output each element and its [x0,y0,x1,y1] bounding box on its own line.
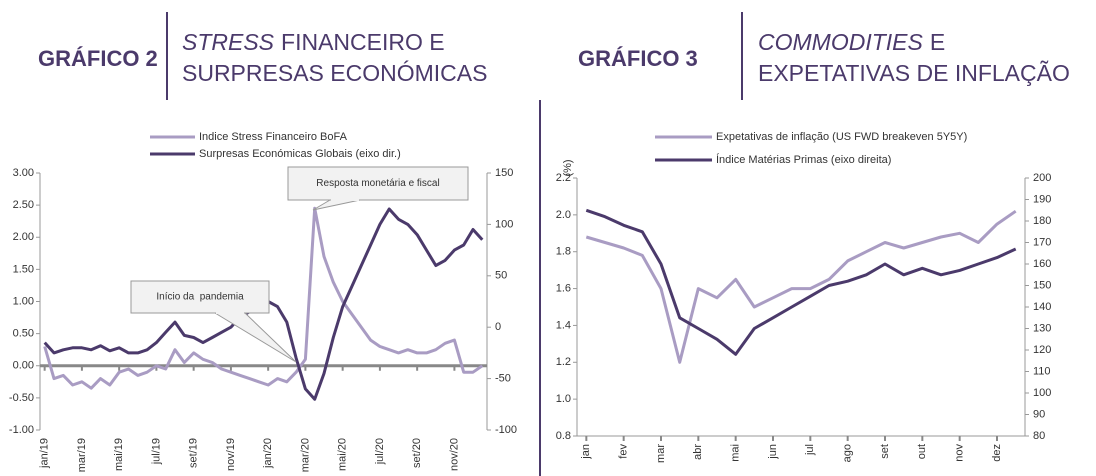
x-tick-label: mai [730,444,742,462]
y2-tick-label: 160 [1033,258,1051,270]
y2-tick-label: -50 [495,373,511,385]
series-line [43,206,484,390]
callout-pointer [213,312,297,363]
series-line [585,208,1017,356]
y-tick-label: 2.50 [13,199,34,211]
title-italic: STRESS [182,29,275,55]
x-tick-label: nov [954,444,966,462]
y2-tick-label: 80 [1033,430,1045,442]
annotation: Início da pandemia [156,292,244,303]
y2-tick-label: 90 [1033,408,1045,420]
x-tick-label: nov/19 [225,438,237,471]
y-tick-label: 1.2 [556,356,571,368]
chart-title: STRESS FINANCEIRO E [182,29,445,55]
legend-label: Expetativas de inflação (US FWD breakeve… [716,131,967,143]
figure-label: GRÁFICO 2 [38,46,158,71]
x-tick-label: jan/19 [39,438,51,469]
x-tick-label: mar/19 [76,438,88,472]
y2-tick-label: 50 [495,270,507,282]
title-italic: COMMODITIES [758,29,923,55]
x-tick-label: dez [991,444,1003,462]
x-tick-label: set/19 [188,438,200,468]
legend-label: Índice Matérias Primas (eixo direita) [716,153,891,166]
chart-title: SURPRESAS ECONÓMICAS [182,60,487,86]
y2-tick-label: -100 [495,424,517,436]
y-tick-label: -0.50 [9,392,34,404]
y2-tick-label: 170 [1033,236,1051,248]
y-tick-label: 2.0 [556,209,571,221]
series-line [585,209,1017,364]
callout-box [287,166,469,201]
y-tick-label: -1.00 [9,424,34,436]
x-tick-label: jan [580,444,592,460]
x-tick-label: fev [618,444,630,459]
y-tick-label: 1.6 [556,282,571,294]
chart-title: COMMODITIES E [758,29,945,55]
x-tick-label: mar [655,444,667,463]
title-line1: E [930,29,945,55]
callout-pointer [312,199,361,211]
x-tick-label: abr [692,444,704,460]
x-tick-label: jun [767,444,779,460]
legend-label: Indice Stress Financeiro BoFA [199,131,348,143]
legend-label: Surpresas Económicas Globais (eixo dir.) [199,148,401,160]
y2-tick-label: 110 [1033,365,1051,377]
x-tick-label: mar/20 [299,438,311,472]
y2-tick-label: 190 [1033,193,1051,205]
x-tick-label: mai/20 [337,438,349,471]
y-tick-label: 0.00 [13,360,34,372]
y-tick-label: 2.00 [13,231,34,243]
title-line1: FINANCEIRO E [281,29,445,55]
x-tick-label: out [916,444,928,459]
y-tick-label: 2.2 [556,172,571,184]
y2-tick-label: 150 [1033,279,1051,291]
y2-tick-label: 150 [495,167,513,179]
callout-box [130,280,270,314]
y-axis-label: (%) [562,159,574,176]
y2-tick-label: 0 [495,321,501,333]
y-tick-label: 1.00 [13,295,34,307]
y-tick-label: 3.00 [13,167,34,179]
x-tick-label: jul/20 [374,438,386,465]
x-tick-label: ago [842,444,854,462]
y-tick-label: 0.50 [13,328,34,340]
x-tick-label: mai/19 [113,438,125,471]
y-tick-label: 0.8 [556,430,571,442]
x-tick-label: nov/20 [448,438,460,471]
annotation: Resposta monetária e fiscal [316,178,439,189]
y-tick-label: 1.8 [556,246,571,258]
figure-label: GRÁFICO 3 [578,46,698,71]
y2-tick-label: 130 [1033,322,1051,334]
y2-tick-label: 100 [495,218,513,230]
y-tick-label: 1.0 [556,393,571,405]
y2-tick-label: 180 [1033,215,1051,227]
x-tick-label: set/20 [411,438,423,468]
y-tick-label: 1.50 [13,263,34,275]
x-tick-label: set [879,444,891,459]
x-tick-label: jul/19 [150,438,162,465]
x-tick-label: jan/20 [262,438,274,469]
chart-title: EXPETATIVAS DE INFLAÇÃO [758,60,1070,86]
x-tick-label: jul [804,444,816,456]
y2-tick-label: 140 [1033,301,1051,313]
y-tick-label: 1.4 [556,319,571,331]
y2-tick-label: 120 [1033,344,1051,356]
y2-tick-label: 100 [1033,387,1051,399]
y2-tick-label: 200 [1033,172,1051,184]
